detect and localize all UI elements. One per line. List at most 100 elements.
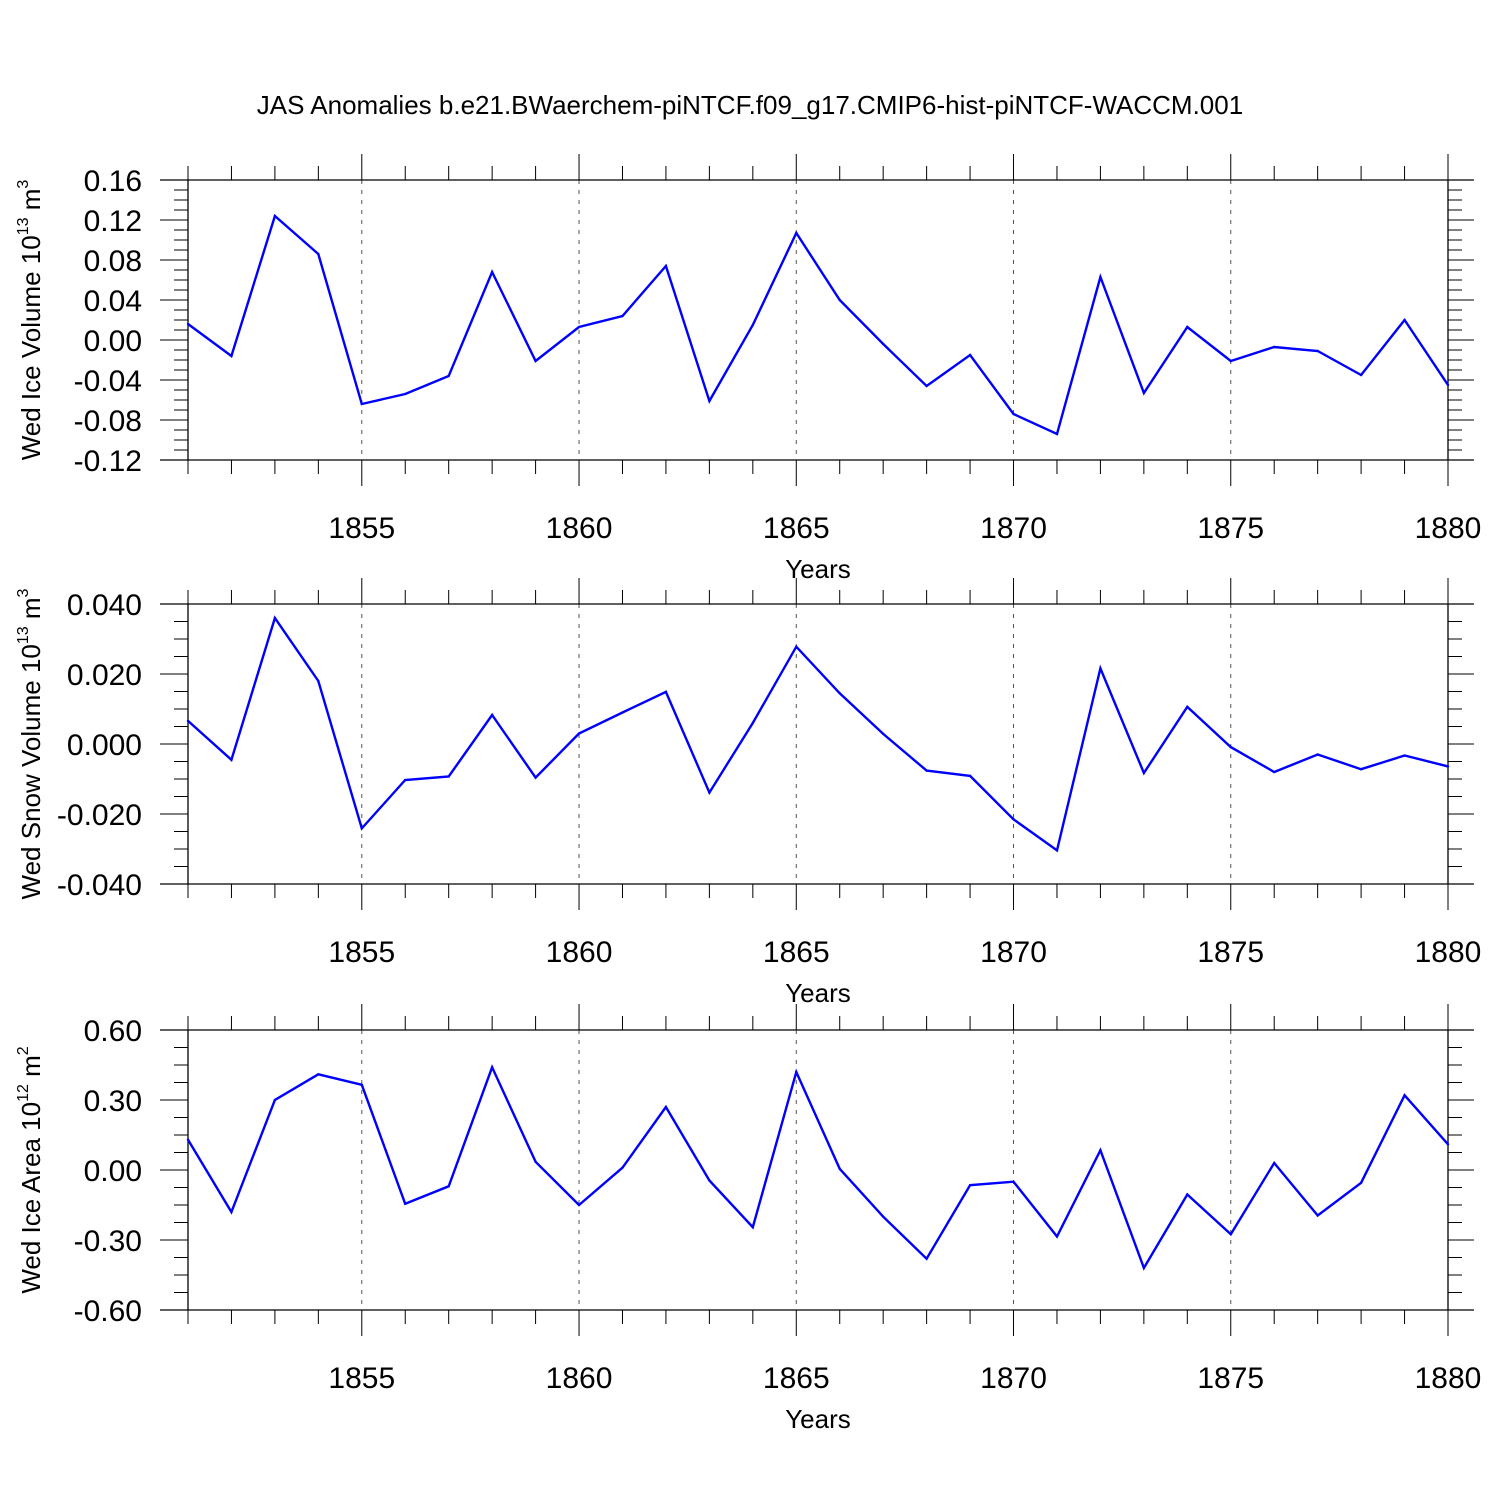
- data-point-1864: [751, 323, 755, 327]
- data-point-1876: [1273, 770, 1276, 774]
- data-point-1855: [360, 827, 363, 830]
- data-point-1857: [447, 775, 450, 778]
- data-point-1864: [751, 1225, 755, 1229]
- data-point-1871: [1055, 849, 1059, 852]
- y-tick-label: -0.60: [74, 1295, 142, 1328]
- data-point-1872: [1099, 275, 1102, 279]
- x-axis-label: Years: [785, 978, 851, 1008]
- data-point-1872: [1099, 1148, 1102, 1152]
- data-point-1862: [664, 690, 668, 694]
- x-tick-label-1855: 1855: [328, 1362, 395, 1395]
- data-point-1866: [838, 692, 841, 695]
- data-point-1878: [1359, 373, 1363, 377]
- data-point-1872: [1099, 667, 1102, 670]
- data-point-1851: [186, 719, 190, 723]
- data-point-1874: [1186, 1193, 1189, 1196]
- data-point-1871: [1055, 432, 1059, 436]
- y-tick-label: -0.08: [74, 405, 142, 438]
- y-tick-label: 0.000: [67, 729, 142, 762]
- data-point-1866: [838, 298, 841, 302]
- data-point-1876: [1273, 345, 1276, 349]
- x-tick-label-1870: 1870: [980, 1362, 1047, 1395]
- y-tick-label: -0.12: [74, 445, 142, 478]
- data-point-1860: [577, 325, 581, 329]
- y-tick-label: 0.04: [84, 285, 142, 318]
- data-point-1861: [621, 314, 624, 318]
- data-point-1869: [968, 353, 972, 357]
- data-point-1863: [708, 399, 711, 403]
- x-tick-label-1865: 1865: [763, 512, 830, 545]
- data-point-1875: [1229, 745, 1232, 749]
- data-point-1853: [273, 616, 277, 620]
- x-tick-label-1875: 1875: [1197, 936, 1264, 969]
- data-point-1853: [273, 1098, 277, 1102]
- data-point-1859: [534, 1160, 537, 1164]
- data-point-1851: [186, 322, 190, 326]
- data-point-1861: [621, 711, 624, 714]
- y-tick-label: 0.30: [84, 1085, 142, 1118]
- x-tick-label-1880: 1880: [1415, 512, 1482, 545]
- data-point-1858: [490, 713, 494, 717]
- data-point-1875: [1229, 359, 1232, 363]
- series-line-ice-volume: [187, 213, 1449, 436]
- data-point-1880: [1446, 1143, 1450, 1146]
- data-point-1863: [708, 1179, 711, 1182]
- x-axis-label: Years: [785, 1404, 851, 1434]
- x-tick-label-1870: 1870: [980, 936, 1047, 969]
- data-point-1875: [1229, 1232, 1232, 1236]
- data-point-1869: [968, 1183, 972, 1187]
- data-point-1867: [881, 342, 885, 346]
- y-tick-label: 0.12: [84, 205, 142, 238]
- data-point-1878: [1359, 1181, 1363, 1185]
- data-point-1876: [1273, 1161, 1276, 1165]
- data-point-1879: [1403, 754, 1406, 757]
- data-point-1859: [534, 359, 537, 363]
- data-point-1858: [490, 270, 494, 274]
- data-point-1862: [664, 264, 668, 268]
- data-point-1878: [1359, 768, 1363, 771]
- y-tick-label: 0.16: [84, 165, 142, 198]
- data-point-1854: [317, 1073, 320, 1076]
- panel-ice-volume: -0.12 -0.08 -0.04 0.00 0.04 0.08 0.12 0.16 1855 1…: [15, 154, 1481, 584]
- x-tick-label-1865: 1865: [763, 936, 830, 969]
- data-point-1870: [1012, 412, 1015, 416]
- figure-title: JAS Anomalies b.e21.BWaerchem-piNTCF.f09…: [257, 90, 1243, 120]
- series-line-ice-area: [186, 1064, 1449, 1271]
- x-tick-label-1880: 1880: [1415, 936, 1482, 969]
- data-point-1868: [925, 384, 928, 388]
- data-point-1855: [360, 402, 363, 406]
- panel-ice-area: -0.60 -0.30 0.00 0.30 0.60 1855 1860 1865 1870 18…: [15, 1004, 1481, 1434]
- y-tick-label: 0.020: [67, 659, 142, 692]
- y-tick-label: 0.60: [84, 1015, 142, 1048]
- data-point-1867: [881, 732, 885, 736]
- data-point-1858: [490, 1066, 494, 1069]
- data-point-1856: [404, 778, 407, 782]
- y-tick-label: 0.00: [84, 1155, 142, 1188]
- data-point-1873: [1142, 1266, 1146, 1270]
- data-point-1870: [1012, 1180, 1015, 1183]
- data-point-1879: [1403, 318, 1406, 322]
- data-point-1877: [1316, 753, 1319, 756]
- data-point-1855: [360, 1083, 363, 1087]
- data-point-1873: [1142, 771, 1146, 775]
- data-point-1857: [447, 374, 450, 378]
- data-point-1880: [1446, 765, 1450, 768]
- data-point-1860: [577, 732, 581, 735]
- data-point-1865: [795, 1070, 798, 1074]
- data-point-1852: [230, 1210, 233, 1214]
- series-line-snow-volume: [187, 615, 1449, 853]
- panel-snow-volume: -0.040 -0.020 0.000 0.020 0.040 1855 1860 1865 1…: [15, 578, 1481, 1008]
- x-tick-label-1865: 1865: [763, 1362, 830, 1395]
- data-point-1859: [534, 776, 537, 779]
- data-point-1865: [795, 231, 798, 235]
- x-tick-label-1855: 1855: [328, 512, 395, 545]
- data-point-1868: [925, 1257, 928, 1260]
- data-point-1874: [1186, 325, 1189, 329]
- x-tick-label-1860: 1860: [546, 936, 613, 969]
- data-point-1879: [1403, 1094, 1406, 1097]
- y-tick-label: -0.040: [57, 869, 142, 902]
- data-point-1853: [273, 214, 277, 218]
- x-tick-label-1870: 1870: [980, 512, 1047, 545]
- x-tick-label-1860: 1860: [546, 1362, 613, 1395]
